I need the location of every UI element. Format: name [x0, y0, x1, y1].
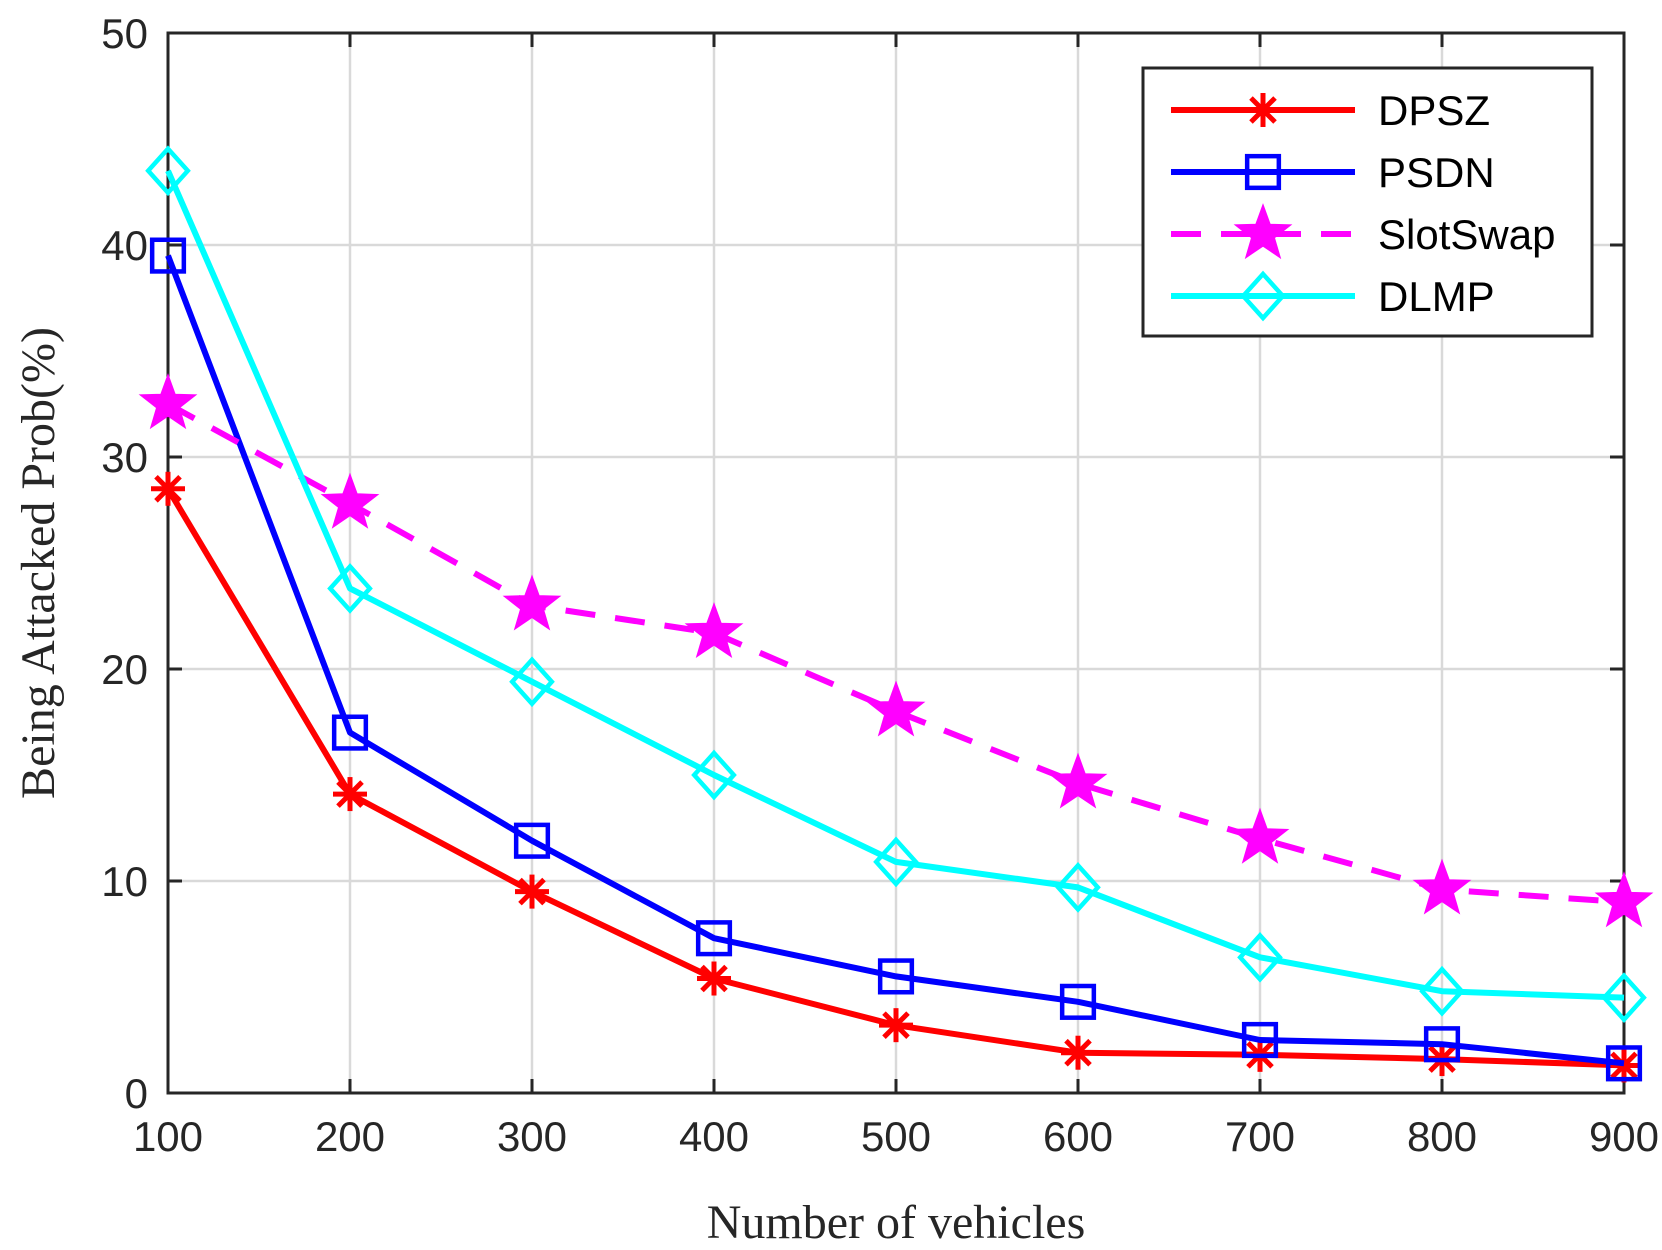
data-point-dlmp: [327, 563, 373, 614]
x-tick-label: 100: [133, 1113, 203, 1160]
data-point-slotswap: [1230, 807, 1290, 864]
x-tick-label: 500: [861, 1113, 931, 1160]
data-point-dpsz: [151, 471, 185, 506]
data-point-dlmp: [1055, 861, 1101, 913]
series-line-dlmp: [165, 169, 1625, 1001]
x-tick-label: 900: [1589, 1113, 1659, 1160]
data-point-psdn: [149, 237, 187, 274]
data-point-dlmp: [145, 145, 191, 197]
x-tick-label: 800: [1407, 1113, 1477, 1160]
legend-label: SlotSwap: [1378, 211, 1555, 258]
data-point-slotswap: [866, 680, 926, 737]
series-slotswap: [138, 373, 1654, 928]
x-tick-label: 300: [497, 1113, 567, 1160]
data-point-psdn: [1423, 1026, 1461, 1063]
axis-ticks: 100 200 300 400 500 600 700 800 900 0 10 20 30 40 50: [101, 10, 1659, 1160]
series-line-psdn: [165, 254, 1625, 1067]
series-psdn: [149, 237, 1643, 1082]
data-point-dpsz: [1607, 1048, 1641, 1083]
data-point-dpsz: [333, 777, 367, 812]
data-point-psdn: [1605, 1045, 1643, 1082]
data-point-psdn: [877, 958, 915, 995]
data-point-dlmp: [1601, 972, 1647, 1023]
y-tick-label: 10: [101, 858, 148, 905]
legend-marker-asterisk: [1246, 93, 1280, 127]
legend-marker-pentagram: [1233, 203, 1293, 260]
x-tick-label: 200: [315, 1113, 385, 1160]
data-point-dlmp: [1419, 965, 1465, 1017]
data-point-psdn: [1059, 983, 1097, 1020]
data-point-dlmp: [509, 656, 555, 708]
x-tick-label: 400: [679, 1113, 749, 1160]
data-point-slotswap: [320, 472, 380, 529]
x-axis-label: Number of vehicles: [707, 1196, 1086, 1249]
data-point-slotswap: [684, 602, 744, 658]
data-point-dpsz: [879, 1008, 913, 1043]
x-tick-label: 600: [1043, 1113, 1113, 1160]
legend-item-slotswap: SlotSwap: [1171, 203, 1555, 260]
y-tick-label: 20: [101, 646, 148, 693]
legend-label: PSDN: [1378, 149, 1495, 196]
y-tick-label: 40: [101, 222, 148, 269]
x-tick-label: 700: [1225, 1113, 1295, 1160]
data-point-slotswap: [502, 574, 562, 631]
legend-label: DLMP: [1378, 273, 1495, 320]
data-point-slotswap: [1048, 752, 1108, 809]
legend-marker-square: [1244, 153, 1282, 191]
legend-item-dpsz: DPSZ: [1171, 87, 1490, 134]
data-point-psdn: [1241, 1021, 1279, 1059]
legend-item-psdn: PSDN: [1171, 149, 1495, 196]
data-point-dlmp: [873, 836, 919, 888]
series-dlmp: [145, 145, 1647, 1023]
legend: DPSZ PSDN SlotSwap DLMP: [1141, 66, 1594, 338]
data-point-dlmp: [1237, 931, 1283, 983]
data-point-dpsz: [1061, 1035, 1095, 1070]
legend-marker-diamond: [1240, 270, 1286, 322]
data-point-dpsz: [697, 961, 731, 996]
y-axis-label: Being Attacked Prob(%): [12, 327, 65, 799]
data-point-slotswap: [138, 373, 198, 430]
data-point-psdn: [695, 920, 733, 957]
data-point-slotswap: [1594, 871, 1654, 928]
data-point-slotswap: [1412, 858, 1472, 915]
y-tick-label: 50: [101, 10, 148, 57]
data-point-psdn: [331, 714, 369, 751]
data-point-psdn: [513, 822, 551, 859]
data-series: [138, 145, 1654, 1083]
y-tick-label: 0: [125, 1070, 148, 1117]
legend-label: DPSZ: [1378, 87, 1490, 134]
data-point-dpsz: [515, 874, 549, 909]
y-tick-label: 30: [101, 434, 148, 481]
data-point-dlmp: [691, 749, 737, 801]
series-line-slotswap: [166, 401, 1625, 906]
legend-item-dlmp: DLMP: [1171, 270, 1495, 322]
